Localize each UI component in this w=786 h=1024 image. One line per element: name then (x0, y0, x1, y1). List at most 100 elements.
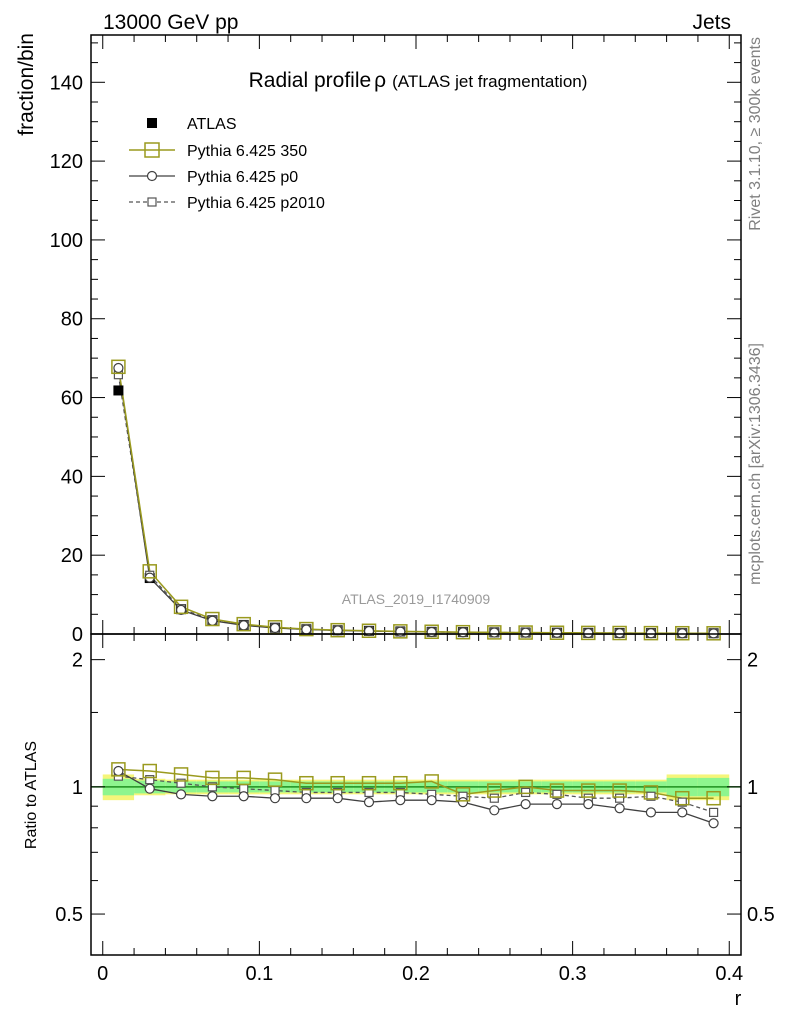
rivet-label: Rivet 3.1.10, ≥ 300k events (747, 37, 764, 231)
ratio-p350-point (267, 772, 283, 787)
ratio-p0-point (426, 795, 437, 806)
energy-label: 13000 GeV pp (103, 11, 238, 34)
mcplots-label: mcplots.cern.ch [arXiv:1306.3436] (747, 343, 764, 585)
ratio-p0-point (677, 807, 688, 818)
ratio-p350-point (675, 790, 690, 806)
p0-point (113, 362, 124, 374)
main-series (111, 359, 721, 641)
ratio-ytick-label-right: 0.5 (747, 904, 775, 926)
ratio-p0-point (551, 799, 563, 810)
main-ylabel: fraction/bin (15, 33, 38, 136)
ratio-p2010-point (677, 797, 687, 807)
p350-point (424, 624, 439, 640)
p0-point (520, 627, 531, 638)
p350-point (205, 611, 220, 627)
ratio-p0-point (363, 797, 375, 808)
ratio-p350-point (205, 770, 220, 786)
analysis-label: ATLAS_2019_I1740909 (342, 591, 491, 607)
p350-point (142, 564, 157, 579)
ratio-p350-point (142, 763, 157, 779)
ratio-p350-point (393, 775, 408, 791)
ratio-p0-point (301, 793, 312, 804)
ratio-p0-point (395, 795, 406, 806)
plot-title: Radial profile ρ (ATLAS jet fragmentation) (249, 69, 588, 92)
p0-point (614, 627, 625, 639)
p0-point (238, 620, 249, 631)
ratio-p0-point (583, 799, 594, 810)
p350-point (581, 625, 596, 641)
legend-marker-p350 (144, 142, 160, 158)
ratio-ytick-label: 2 (72, 650, 83, 672)
ratio-p350-point (173, 767, 189, 782)
p0-point (489, 627, 500, 638)
p350-point (455, 624, 471, 640)
p0-point (332, 625, 343, 636)
main-ytick-label: 20 (61, 545, 83, 567)
legend-label-p350: Pythia 6.425 350 (187, 143, 307, 160)
ratio-ytick-label-right: 2 (747, 650, 758, 672)
ratio-p0-point (238, 791, 249, 802)
p0-point (269, 622, 281, 634)
main-ytick-label: 100 (50, 230, 83, 252)
p350-point (549, 625, 565, 640)
ratio-p0-point (614, 803, 625, 814)
p350-point (643, 625, 659, 641)
ratio-p350-point (424, 774, 439, 789)
p0-point (207, 615, 218, 626)
ratio-p0-point (269, 793, 281, 804)
main-panel: 0 20 40 60 80 100 120 140 Radial profile ρ (ATLAS… (15, 33, 742, 646)
ratio-p350-point (330, 775, 345, 791)
main-ytick-label: 80 (61, 309, 83, 331)
main-ytick-label: 120 (50, 151, 83, 173)
ratio-p0-point (175, 789, 187, 800)
series-line-p350 (117, 366, 714, 635)
p350-point (487, 625, 502, 640)
ratio-line-p0 (118, 770, 714, 824)
plot-title-sub: (ATLAS jet fragmentation) (392, 72, 587, 91)
legend-marker-p2010 (147, 197, 157, 207)
legend: ATLAS Pythia 6.425 350 Pythia 6.425 p0 P… (129, 116, 325, 212)
ratio-p0-point (645, 807, 657, 818)
xtick-label: 0.2 (402, 963, 430, 985)
main-ytick-label: 0 (72, 624, 83, 646)
p350-point (111, 359, 126, 375)
p0-point (645, 628, 657, 639)
main-ytick-label: 140 (50, 72, 83, 94)
main-axes: 0 20 40 60 80 100 120 140 (50, 35, 741, 646)
p350-point (393, 624, 408, 639)
ratio-p2010-point (615, 793, 625, 803)
ratio-p350-point (487, 783, 502, 798)
ratio-p350-point (111, 762, 126, 777)
legend-marker-atlas (147, 118, 157, 128)
ratio-p2010-point (708, 807, 719, 818)
p0-point (175, 604, 187, 616)
p0-point (551, 627, 563, 638)
ratio-axes: 0.5 0.5 1 1 2 2 0 0.1 0.2 0.3 0.4 (55, 634, 775, 985)
ratio-p0-point (332, 793, 343, 804)
xtick-label: 0.1 (245, 963, 273, 985)
atlas-point (113, 385, 124, 396)
ratio-p350-point (455, 787, 471, 802)
p0-point (457, 627, 469, 638)
ratio-p350-point (518, 779, 533, 795)
p350-point (518, 625, 533, 640)
ratio-p350-point (299, 775, 314, 791)
p350-point (236, 616, 251, 632)
p350-point (612, 625, 627, 641)
p350-point (361, 623, 377, 639)
legend-label-p2010: Pythia 6.425 p2010 (187, 195, 325, 212)
ratio-p0-point (489, 805, 500, 816)
plot-title-symbol: ρ (374, 69, 386, 92)
ratio-p350-point (612, 783, 627, 798)
ratio-p0-point (457, 797, 469, 808)
ratio-ytick-label: 1 (72, 777, 83, 799)
legend-marker-p0 (146, 170, 158, 182)
p0-point (301, 624, 312, 635)
legend-label-atlas: ATLAS (187, 116, 237, 133)
ratio-line-p350 (118, 768, 714, 799)
xtick-label: 0.3 (559, 963, 587, 985)
ratio-p2010-point (176, 778, 186, 788)
xtick-label: 0.4 (715, 963, 743, 985)
main-ytick-label: 40 (61, 466, 83, 488)
ratio-p2010-point (646, 791, 656, 801)
